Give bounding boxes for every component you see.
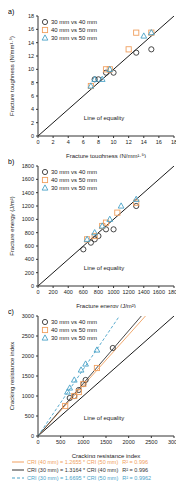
html-text:30 mm vs 40 mm: 30 mm vs 40 mm bbox=[51, 319, 97, 325]
svg-text:18: 18 bbox=[171, 139, 176, 145]
svg-text:0: 0 bbox=[36, 289, 39, 295]
svg-text:1000: 1000 bbox=[22, 393, 34, 399]
svg-text:Cracking resistance index: Cracking resistance index bbox=[9, 342, 15, 411]
svg-text:14: 14 bbox=[141, 139, 147, 145]
svg-text:2500: 2500 bbox=[22, 333, 34, 339]
html-text:CRI (30 mm) = 1.6695 * CRI (50: CRI (30 mm) = 1.6695 * CRI (50 mm) bbox=[27, 475, 119, 481]
svg-text:500: 500 bbox=[56, 439, 65, 445]
svg-text:1000: 1000 bbox=[22, 216, 34, 222]
svg-text:Line of equality: Line of equality bbox=[84, 265, 124, 271]
html-text:40 mm vs 50 mm: 40 mm vs 50 mm bbox=[51, 327, 97, 333]
html-text:b): b) bbox=[8, 158, 15, 165]
html-text:30 mm vs 50 mm: 30 mm vs 50 mm bbox=[51, 35, 97, 41]
svg-text:1000: 1000 bbox=[77, 439, 89, 445]
svg-text:8: 8 bbox=[31, 80, 34, 86]
svg-text:1800: 1800 bbox=[22, 163, 34, 169]
svg-text:2: 2 bbox=[31, 120, 34, 126]
svg-text:600: 600 bbox=[25, 243, 34, 249]
svg-text:12: 12 bbox=[28, 53, 34, 59]
svg-text:Line of equality: Line of equality bbox=[84, 415, 124, 421]
svg-text:2: 2 bbox=[52, 139, 55, 145]
svg-text:0: 0 bbox=[36, 139, 39, 145]
svg-text:16: 16 bbox=[28, 26, 34, 32]
svg-text:Fracture energy (J/m²): Fracture energy (J/m²) bbox=[76, 303, 136, 308]
html-text:R² = 0.996: R² = 0.996 bbox=[122, 467, 149, 473]
svg-text:Fracture energy (J/m²): Fracture energy (J/m²) bbox=[9, 196, 15, 256]
svg-text:Cracking resistance index: Cracking resistance index bbox=[72, 453, 141, 458]
svg-text:14: 14 bbox=[28, 40, 34, 46]
svg-text:500: 500 bbox=[25, 413, 34, 419]
html-text:R² = 0.9962: R² = 0.9962 bbox=[122, 475, 152, 481]
svg-text:6: 6 bbox=[82, 139, 85, 145]
svg-text:800: 800 bbox=[25, 230, 34, 236]
html-text:30 mm vs 40 mm: 30 mm vs 40 mm bbox=[51, 169, 97, 175]
svg-text:6: 6 bbox=[31, 93, 34, 99]
svg-text:1200: 1200 bbox=[22, 203, 34, 209]
svg-text:10: 10 bbox=[110, 139, 116, 145]
svg-text:Fracture toughness (N/mm¹·⁵): Fracture toughness (N/mm¹·⁵) bbox=[66, 153, 146, 158]
svg-text:800: 800 bbox=[94, 289, 103, 295]
html-text:c): c) bbox=[8, 308, 14, 315]
html-text:30 mm vs 40 mm: 30 mm vs 40 mm bbox=[51, 19, 97, 25]
svg-text:2500: 2500 bbox=[145, 439, 157, 445]
html-text:40 mm vs 50 mm: 40 mm vs 50 mm bbox=[51, 177, 97, 183]
svg-text:8: 8 bbox=[97, 139, 100, 145]
svg-text:200: 200 bbox=[49, 289, 58, 295]
svg-text:1500: 1500 bbox=[100, 439, 112, 445]
svg-text:1600: 1600 bbox=[153, 289, 165, 295]
html-text:R² = 0.996: R² = 0.996 bbox=[122, 459, 149, 465]
svg-text:1000: 1000 bbox=[107, 289, 119, 295]
html-text:CRI (40 mm) = 1.2655 * CRI (50: CRI (40 mm) = 1.2655 * CRI (50 mm) bbox=[27, 459, 119, 465]
svg-text:600: 600 bbox=[79, 289, 88, 295]
svg-text:1400: 1400 bbox=[22, 190, 34, 196]
html-text:40 mm vs 50 mm: 40 mm vs 50 mm bbox=[51, 27, 97, 33]
html-text:30 mm vs 50 mm: 30 mm vs 50 mm bbox=[51, 335, 97, 341]
svg-text:18: 18 bbox=[28, 13, 34, 19]
svg-text:10: 10 bbox=[28, 66, 34, 72]
svg-text:1400: 1400 bbox=[138, 289, 150, 295]
svg-text:0: 0 bbox=[31, 433, 34, 439]
svg-text:400: 400 bbox=[25, 256, 34, 262]
svg-text:400: 400 bbox=[64, 289, 73, 295]
svg-text:3000: 3000 bbox=[22, 313, 34, 319]
svg-text:200: 200 bbox=[25, 270, 34, 276]
svg-text:0: 0 bbox=[31, 283, 34, 289]
svg-text:1500: 1500 bbox=[22, 373, 34, 379]
svg-text:Line of equality: Line of equality bbox=[84, 115, 124, 121]
svg-text:12: 12 bbox=[126, 139, 132, 145]
html-text:a): a) bbox=[8, 8, 15, 15]
html-text:CRI (30 mm) = 1.3164 * CRI (40: CRI (30 mm) = 1.3164 * CRI (40 mm) bbox=[27, 467, 119, 473]
svg-text:Fracture toughness (N/mm¹·⁵): Fracture toughness (N/mm¹·⁵) bbox=[9, 36, 15, 116]
svg-text:16: 16 bbox=[156, 139, 162, 145]
svg-text:1800: 1800 bbox=[168, 289, 176, 295]
svg-text:4: 4 bbox=[31, 106, 34, 112]
svg-text:2000: 2000 bbox=[123, 439, 135, 445]
svg-text:0: 0 bbox=[31, 133, 34, 139]
svg-text:1600: 1600 bbox=[22, 176, 34, 182]
svg-text:3000: 3000 bbox=[168, 439, 176, 445]
html-text:30 mm vs 50 mm: 30 mm vs 50 mm bbox=[51, 185, 97, 191]
svg-text:0: 0 bbox=[36, 439, 39, 445]
svg-text:1200: 1200 bbox=[123, 289, 135, 295]
svg-text:2000: 2000 bbox=[22, 353, 34, 359]
svg-text:4: 4 bbox=[67, 139, 70, 145]
